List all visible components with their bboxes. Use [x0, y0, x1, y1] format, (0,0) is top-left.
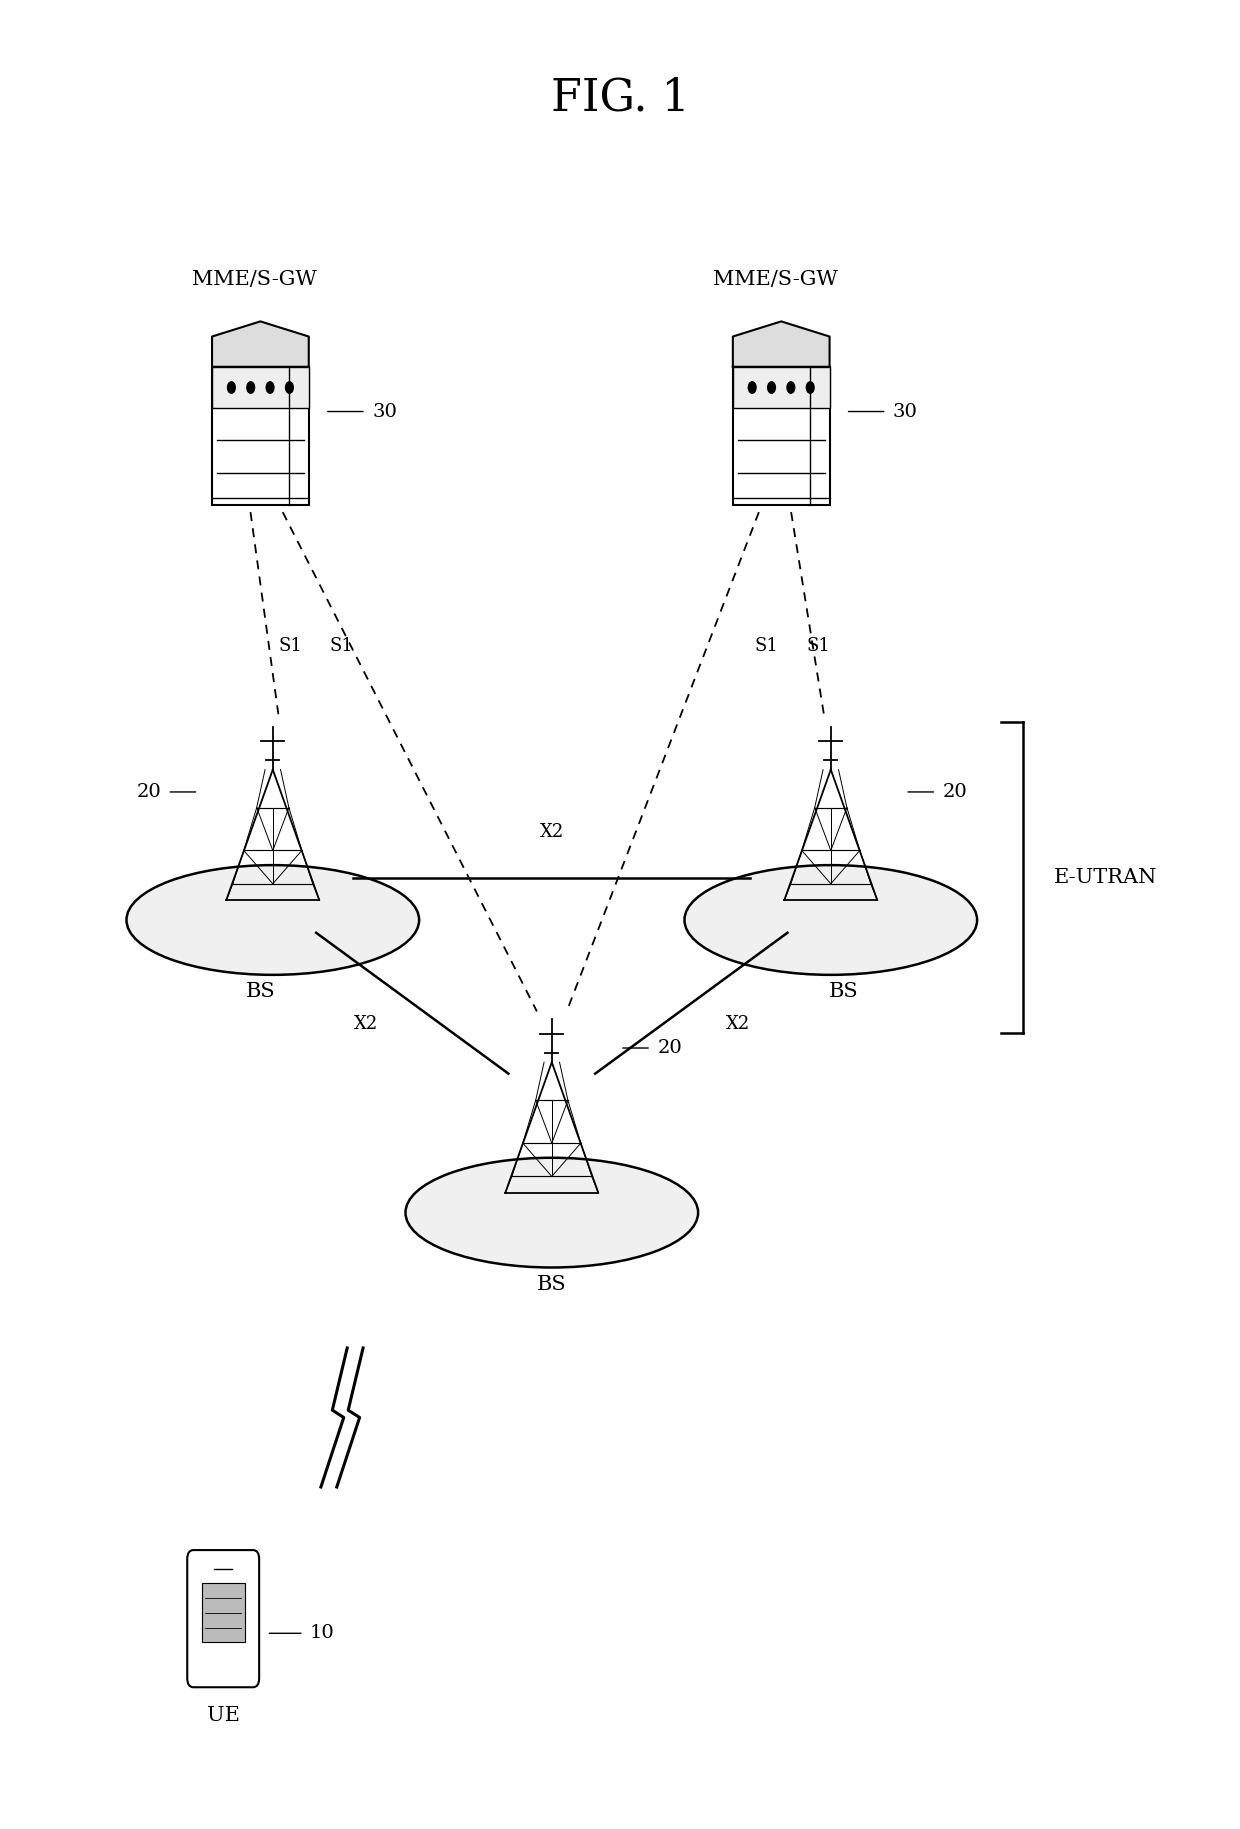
Text: E-UTRAN: E-UTRAN: [1054, 869, 1157, 887]
Text: UE: UE: [207, 1706, 239, 1725]
Text: 20: 20: [942, 783, 967, 801]
Ellipse shape: [126, 865, 419, 975]
Text: MME/S-GW: MME/S-GW: [192, 271, 316, 289]
Text: BS: BS: [246, 982, 275, 1000]
Circle shape: [787, 382, 795, 393]
Text: BS: BS: [828, 982, 858, 1000]
FancyBboxPatch shape: [187, 1551, 259, 1686]
Text: S1: S1: [806, 636, 831, 655]
Text: 10: 10: [310, 1624, 335, 1642]
FancyBboxPatch shape: [212, 368, 309, 505]
Ellipse shape: [405, 1158, 698, 1267]
Polygon shape: [212, 322, 309, 368]
Text: 30: 30: [372, 402, 397, 421]
Ellipse shape: [684, 865, 977, 975]
Text: FIG. 1: FIG. 1: [551, 77, 689, 121]
Text: S1: S1: [754, 636, 779, 655]
Circle shape: [227, 382, 236, 393]
Circle shape: [748, 382, 756, 393]
Text: X2: X2: [539, 823, 564, 841]
Text: 20: 20: [657, 1039, 682, 1057]
Text: 30: 30: [893, 402, 918, 421]
Polygon shape: [733, 322, 830, 368]
Circle shape: [247, 382, 254, 393]
Text: MME/S-GW: MME/S-GW: [713, 271, 837, 289]
FancyBboxPatch shape: [733, 368, 830, 505]
Text: 20: 20: [136, 783, 161, 801]
Text: X2: X2: [353, 1015, 378, 1033]
Text: BS: BS: [537, 1275, 567, 1293]
FancyBboxPatch shape: [212, 368, 309, 408]
Circle shape: [285, 382, 294, 393]
FancyBboxPatch shape: [733, 368, 830, 408]
Circle shape: [806, 382, 815, 393]
Circle shape: [768, 382, 775, 393]
FancyBboxPatch shape: [202, 1582, 244, 1642]
Text: S1: S1: [278, 636, 303, 655]
Text: S1: S1: [329, 636, 353, 655]
Text: X2: X2: [725, 1015, 750, 1033]
Circle shape: [267, 382, 274, 393]
